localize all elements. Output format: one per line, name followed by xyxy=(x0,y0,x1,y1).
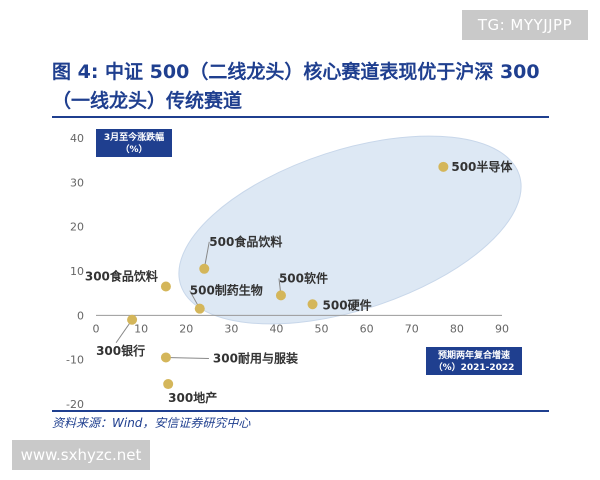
point-label: 300地产 xyxy=(168,390,217,405)
scatter-point xyxy=(438,161,449,172)
xlabel-line-2: （%）2021-2022 xyxy=(434,362,515,373)
y-tick-label: 40 xyxy=(70,132,84,145)
y-tick-label: -10 xyxy=(66,354,84,367)
point-label: 300食品饮料 xyxy=(85,269,158,284)
scatter-point xyxy=(160,281,171,292)
x-tick-label: 80 xyxy=(450,322,464,335)
title-rule xyxy=(52,116,549,118)
data-points xyxy=(127,161,449,390)
scatter-point xyxy=(194,303,205,314)
y-axis: -20 -10 0 10 20 30 40 xyxy=(66,132,84,411)
x-tick-label: 40 xyxy=(269,322,283,335)
point-label: 500软件 xyxy=(279,270,328,285)
y-tick-label: 0 xyxy=(77,309,84,322)
y-tick-label: 10 xyxy=(70,265,84,278)
x-tick-label: 30 xyxy=(224,322,238,335)
y-tick-label: 30 xyxy=(70,176,84,189)
point-label: 500半导体 xyxy=(451,159,513,174)
point-label: 300银行 xyxy=(96,343,145,358)
core-sector-highlight xyxy=(178,135,522,325)
source-note: 资料来源：Wind，安信证券研究中心 xyxy=(52,416,251,430)
scatter-point xyxy=(163,379,174,390)
x-axis: 0 10 20 30 40 50 60 70 80 90 xyxy=(93,322,510,335)
ylabel-line-2: （%） xyxy=(120,144,147,155)
y-tick-label: -20 xyxy=(66,398,84,411)
ylabel-line-1: 3月至今涨跌幅 xyxy=(104,131,164,143)
xlabel-box: 预期两年复合增速 （%）2021-2022 xyxy=(426,347,522,375)
scatter-point xyxy=(307,299,318,310)
scatter-point xyxy=(127,314,138,325)
scatter-point xyxy=(275,290,286,301)
x-tick-label: 20 xyxy=(179,322,193,335)
figure-title: 图 4: 中证 500（二线龙头）核心赛道表现优于沪深 300（一线龙头）传统赛… xyxy=(52,61,540,112)
scatter-point xyxy=(160,352,171,363)
bottom-rule xyxy=(52,410,549,412)
x-tick-label: 90 xyxy=(495,322,509,335)
point-label: 300耐用与服装 xyxy=(213,350,298,365)
scatter-point xyxy=(199,263,210,274)
x-tick-label: 10 xyxy=(134,322,148,335)
xlabel-line-1: 预期两年复合增速 xyxy=(438,349,510,361)
x-tick-label: 0 xyxy=(93,322,100,335)
point-label: 500硬件 xyxy=(323,297,372,312)
watermark-top: TG: MYYJJPP xyxy=(462,10,588,40)
point-label: 500食品饮料 xyxy=(209,234,282,249)
y-tick-label: 20 xyxy=(70,221,84,234)
leader-line xyxy=(165,356,209,359)
watermark-bottom: www.sxhyzc.net xyxy=(12,440,150,470)
point-label: 500制药生物 xyxy=(190,283,263,298)
ylabel-box: 3月至今涨跌幅 （%） xyxy=(96,129,172,157)
x-tick-label: 70 xyxy=(405,322,419,335)
x-tick-label: 60 xyxy=(360,322,374,335)
x-tick-label: 50 xyxy=(315,322,329,335)
